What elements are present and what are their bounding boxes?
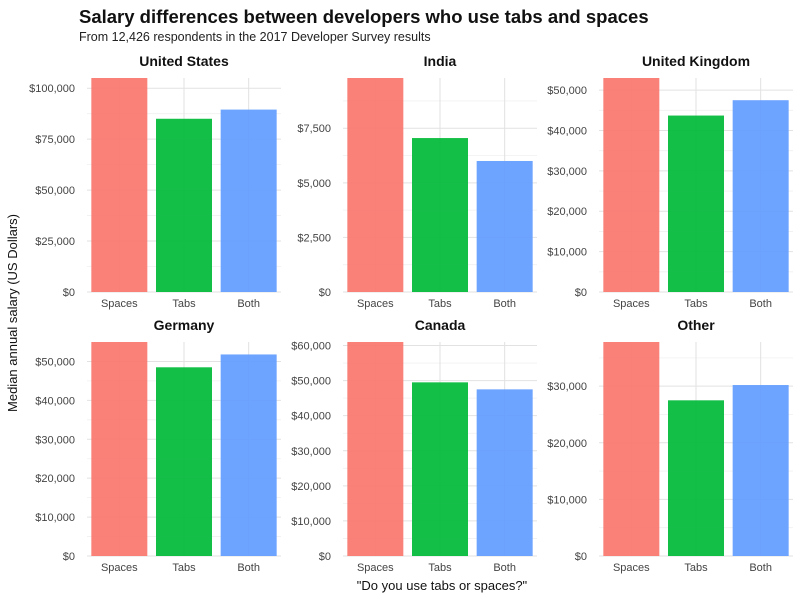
x-tick-label-tabs: Tabs	[428, 562, 452, 574]
x-tick-label-both: Both	[749, 298, 772, 310]
y-tick-label-united-kingdom: $40,000	[547, 125, 587, 137]
y-tick-label-germany: $0	[63, 551, 75, 563]
y-tick-label-canada: $10,000	[291, 516, 331, 528]
y-tick-label-other: $10,000	[547, 494, 587, 506]
y-tick-label-united-kingdom: $20,000	[547, 206, 587, 218]
panel-title-other: Other	[677, 317, 715, 333]
panel-title-canada: Canada	[415, 317, 466, 333]
bar-india-tabs	[412, 138, 468, 292]
y-tick-label-united-kingdom: $30,000	[547, 166, 587, 178]
x-tick-label-both: Both	[237, 298, 260, 310]
panel-title-india: India	[424, 53, 457, 69]
x-tick-label-both: Both	[493, 298, 516, 310]
bar-india-spaces	[347, 78, 404, 292]
y-tick-label-united-kingdom: $10,000	[547, 247, 587, 259]
y-tick-label-india: $2,500	[297, 232, 331, 244]
bar-united-states-spaces	[91, 78, 148, 292]
x-tick-label-spaces: Spaces	[357, 562, 394, 574]
bar-united-states-tabs	[156, 118, 212, 292]
x-tick-label-tabs: Tabs	[172, 562, 196, 574]
bar-canada-tabs	[412, 382, 468, 556]
y-tick-label-canada: $20,000	[291, 481, 331, 493]
y-tick-label-united-states: $25,000	[35, 236, 75, 248]
y-tick-label-united-states: $0	[63, 287, 75, 299]
y-tick-label-germany: $20,000	[35, 473, 75, 485]
panel-title-germany: Germany	[154, 317, 215, 333]
bar-other-spaces	[603, 342, 660, 556]
x-tick-label-both: Both	[237, 562, 260, 574]
y-tick-label-canada: $30,000	[291, 446, 331, 458]
y-tick-label-united-kingdom: $50,000	[547, 85, 587, 97]
bar-other-both	[732, 385, 789, 556]
bar-united-kingdom-both	[732, 100, 789, 292]
x-tick-label-tabs: Tabs	[428, 298, 452, 310]
x-tick-label-tabs: Tabs	[172, 298, 196, 310]
chart-subtitle: From 12,426 respondents in the 2017 Deve…	[79, 30, 431, 44]
y-tick-label-united-kingdom: $0	[575, 287, 587, 299]
bar-germany-both	[220, 354, 277, 556]
y-tick-label-united-states: $50,000	[35, 185, 75, 197]
bar-canada-both	[476, 389, 533, 556]
y-axis-title: Median annual salary (US Dollars)	[5, 214, 20, 412]
y-tick-label-germany: $30,000	[35, 434, 75, 446]
x-tick-label-spaces: Spaces	[613, 562, 650, 574]
y-tick-label-united-states: $100,000	[29, 83, 75, 95]
x-tick-label-spaces: Spaces	[101, 298, 138, 310]
chart-title: Salary differences between developers wh…	[79, 6, 649, 27]
y-tick-label-india: $5,000	[297, 178, 331, 190]
x-tick-label-tabs: Tabs	[684, 562, 708, 574]
panel-title-united-states: United States	[139, 53, 229, 69]
x-tick-label-spaces: Spaces	[357, 298, 394, 310]
y-tick-label-germany: $50,000	[35, 356, 75, 368]
y-tick-label-other: $30,000	[547, 381, 587, 393]
bar-united-kingdom-spaces	[603, 78, 660, 292]
panel-title-united-kingdom: United Kingdom	[642, 53, 750, 69]
y-tick-label-canada: $50,000	[291, 376, 331, 388]
x-tick-label-spaces: Spaces	[101, 562, 138, 574]
y-tick-label-united-states: $75,000	[35, 134, 75, 146]
bar-united-kingdom-tabs	[668, 115, 724, 293]
y-tick-label-germany: $40,000	[35, 395, 75, 407]
y-tick-label-germany: $10,000	[35, 512, 75, 524]
bar-canada-spaces	[347, 342, 404, 556]
y-tick-label-canada: $0	[319, 551, 331, 563]
x-axis-title: "Do you use tabs or spaces?"	[357, 578, 528, 593]
y-tick-label-other: $20,000	[547, 438, 587, 450]
y-tick-label-india: $0	[319, 287, 331, 299]
x-tick-label-spaces: Spaces	[613, 298, 650, 310]
x-tick-label-both: Both	[493, 562, 516, 574]
y-tick-label-canada: $40,000	[291, 411, 331, 423]
y-tick-label-other: $0	[575, 551, 587, 563]
bar-united-states-both	[220, 109, 277, 292]
bar-germany-tabs	[156, 367, 212, 556]
y-tick-label-canada: $60,000	[291, 341, 331, 353]
bar-germany-spaces	[91, 342, 148, 556]
x-tick-label-both: Both	[749, 562, 772, 574]
bar-india-both	[476, 160, 533, 292]
y-tick-label-india: $7,500	[297, 123, 331, 135]
x-tick-label-tabs: Tabs	[684, 298, 708, 310]
bar-other-tabs	[668, 400, 724, 556]
